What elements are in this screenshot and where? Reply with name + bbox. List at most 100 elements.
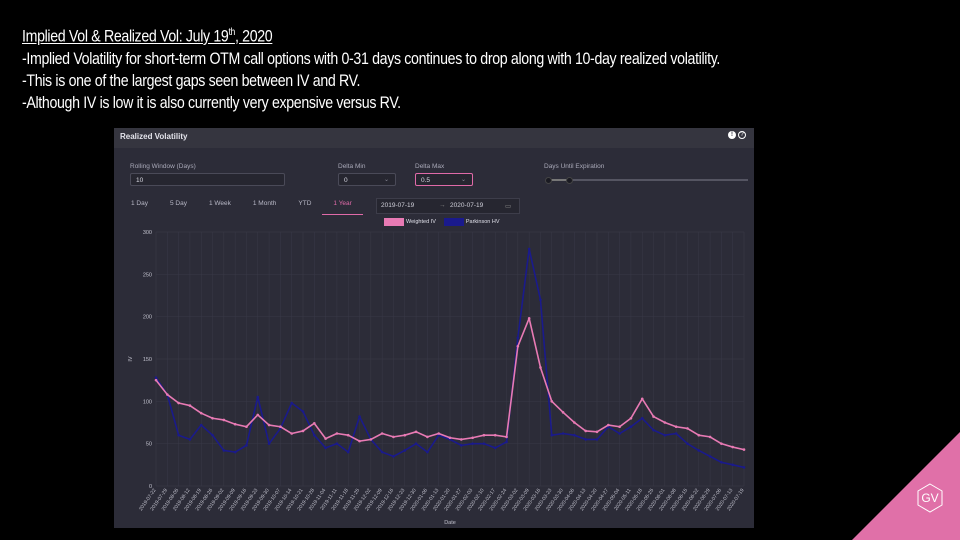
data-point [652,415,655,418]
hexagon-icon [917,483,943,513]
data-point [674,432,678,435]
data-point [290,401,293,405]
data-point [290,432,293,435]
help-icons: ! ? [728,131,746,139]
panel-title: Realized Volatility [120,132,188,141]
data-point [493,433,497,437]
data-point [199,411,203,415]
data-point [188,404,192,407]
data-point [629,416,633,420]
data-point [629,425,633,429]
data-point [584,429,587,433]
slider-handle-max[interactable] [566,177,573,184]
date-to: 2020-07-19 [450,202,484,209]
date-from: 2019-07-19 [381,202,415,209]
data-point [618,432,621,435]
tab-1-month[interactable]: 1 Month [252,200,277,207]
help-icon[interactable]: ? [738,131,746,139]
data-point [742,466,746,469]
y-tick-label: 250 [143,272,152,278]
data-point [256,395,260,399]
data-point [301,429,305,433]
chevron-down-icon: ⌄ [383,177,389,183]
data-point [392,435,395,439]
data-point [380,432,384,435]
y-axis-label: IV [128,356,134,362]
data-point [460,444,463,447]
expiration-range-slider[interactable] [545,177,748,184]
delta-min-value: 0 [344,177,348,184]
rolling-window-input[interactable]: 10 [130,173,285,186]
bullet-2: -This is one of the largest gaps seen be… [22,71,361,90]
data-point [256,413,260,417]
data-point [245,425,248,429]
data-point [437,432,440,435]
data-point [720,442,723,445]
data-point [742,448,746,451]
legend-item-weighted-iv[interactable]: Weighted IV [384,218,436,226]
tab-ytd[interactable]: YTD [298,200,312,207]
calendar-icon: ▭ [505,203,512,210]
delta-max-select[interactable]: 0.5 ⌄ [415,173,473,186]
slider-handle-min[interactable] [545,177,552,184]
data-point [166,393,169,396]
data-point [652,428,655,432]
data-point [222,418,226,422]
tab-1-year[interactable]: 1 Year [322,198,363,215]
data-point [471,436,474,440]
delta-min-select[interactable]: 0 ⌄ [338,173,396,186]
data-point [482,442,486,445]
data-point [403,433,407,437]
y-tick-label: 150 [143,357,152,363]
data-point [346,433,350,437]
data-point [460,438,463,441]
data-point [233,422,237,426]
data-point [618,425,621,429]
tab-1-week[interactable]: 1 Week [208,200,231,207]
y-tick-label: 300 [143,230,152,236]
data-point [595,438,599,441]
data-point [324,437,327,440]
data-point [505,440,508,444]
data-point [199,423,203,427]
data-point [233,450,237,454]
data-point [211,416,214,420]
data-point [640,397,644,401]
tab-1-day[interactable]: 1 Day [131,200,148,207]
data-point [539,298,542,302]
delta-min-label: Delta Min [338,163,366,170]
data-point [335,442,339,445]
y-tick-label: 100 [143,399,152,405]
data-point [346,450,350,454]
data-point [154,378,158,382]
data-point [640,416,644,420]
data-point [188,438,192,441]
legend-item-parkinson-hv[interactable]: Parkinson HV [443,218,500,226]
data-point [550,433,554,437]
panel-header: Realized Volatility ! ? [114,128,754,148]
tab-5-day[interactable]: 5 Day [169,200,187,207]
data-point [720,460,723,464]
data-point [550,400,554,403]
logo-triangle [852,432,960,540]
data-point [731,445,734,449]
data-point [516,336,520,340]
date-range-picker[interactable]: 2019-07-19 → 2020-07-19 ▭ [376,198,520,214]
data-point [448,436,452,440]
data-point [245,444,248,447]
data-point [584,438,587,441]
data-point [392,455,395,458]
info-icon[interactable]: ! [728,131,736,139]
time-range-tabs: 1 Day 5 Day 1 Week 1 Month YTD 1 Year [120,198,363,215]
data-point [403,449,407,452]
data-point [414,442,418,445]
data-point [607,423,610,427]
data-point [177,401,180,405]
logo-text: GV [921,491,938,505]
y-tick-label: 50 [146,442,152,448]
data-point [697,433,701,437]
volatility-line-chart: 0501001502002503002019-07-222019-07-2920… [128,230,746,526]
data-point [493,446,497,450]
chart-legend: Weighted IV Parkinson HV [384,218,500,226]
slide-text-block: Implied Vol & Realized Vol: July 19th, 2… [22,22,720,114]
